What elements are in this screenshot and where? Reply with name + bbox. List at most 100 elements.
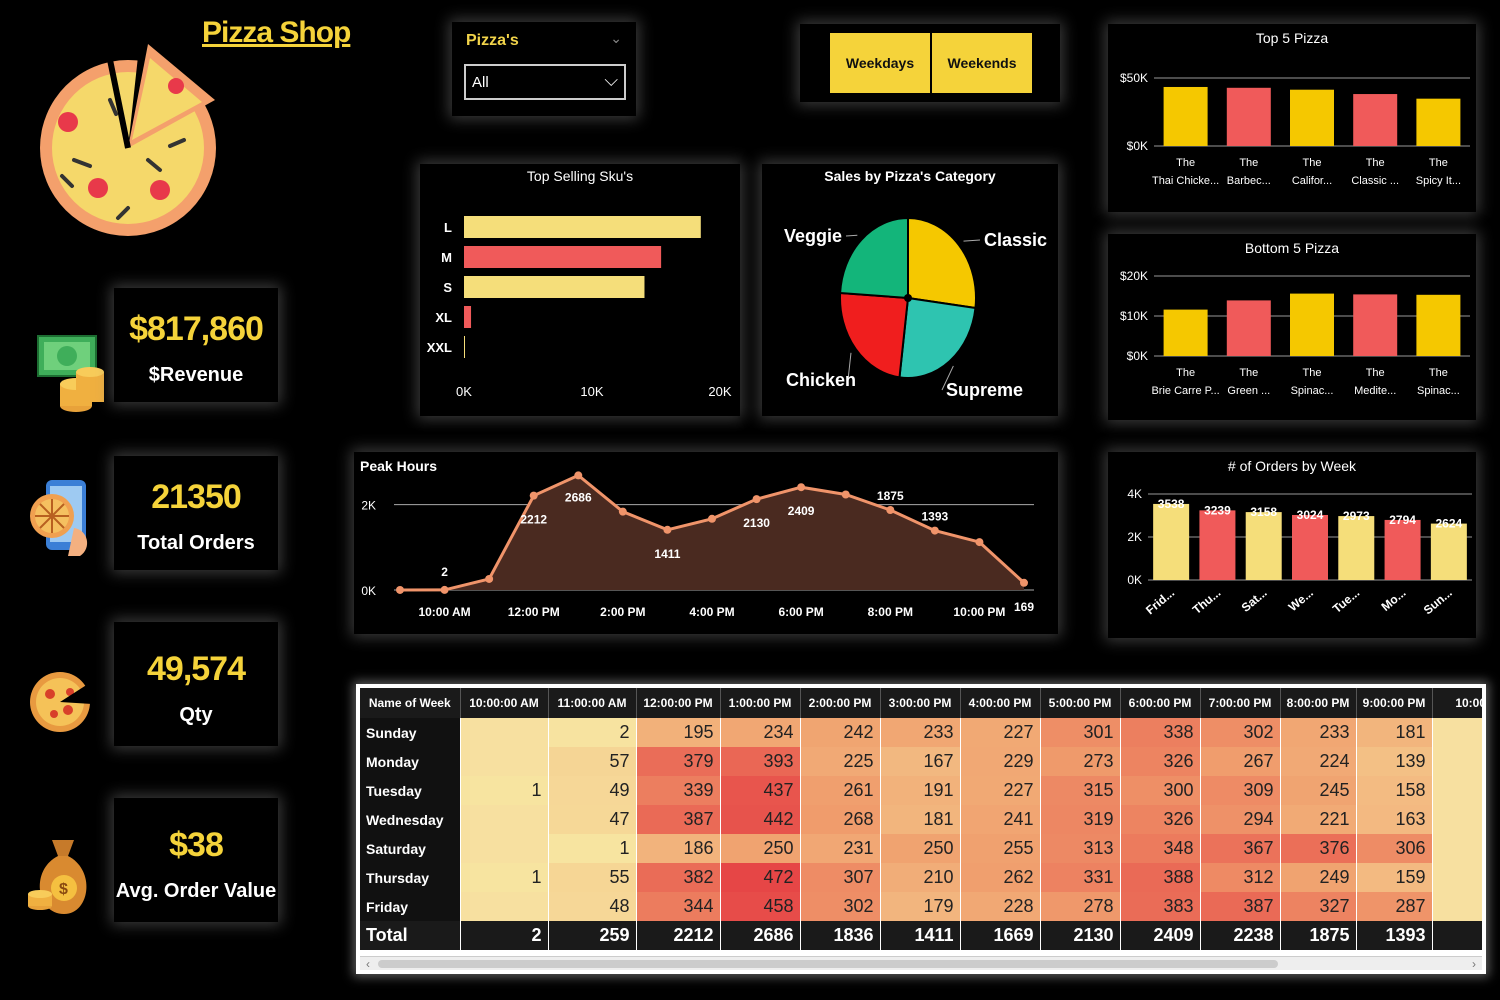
- heatmap-column-header[interactable]: 10:00:00 AM: [460, 688, 549, 718]
- heatmap-column-header[interactable]: 5:00:00 PM: [1040, 688, 1121, 718]
- bar: [1226, 87, 1271, 146]
- total-cell: [1432, 921, 1482, 950]
- heatmap-cell: 181: [1356, 718, 1433, 747]
- x-tick-label: The Thai Chicke...: [1152, 157, 1219, 187]
- bar: [1153, 503, 1190, 580]
- heatmap-cell: 300: [1120, 776, 1201, 805]
- heatmap-cell: 255: [960, 834, 1041, 863]
- peak-hours-panel: Peak Hours 0K 2K 2 2212 2686 1411 2130 2409 1875…: [354, 452, 1058, 634]
- y-tick-label: $0K: [1127, 139, 1148, 153]
- kpi-aov-card: $38 Avg. Order Value: [114, 798, 278, 922]
- heatmap-cell: [460, 718, 549, 747]
- heatmap-cell: 2: [548, 718, 637, 747]
- heatmap-cell: 167: [880, 747, 961, 776]
- bar: [1353, 294, 1398, 356]
- sku-bar: [464, 246, 662, 268]
- heatmap-cell: 139: [1356, 747, 1433, 776]
- orders-by-week-panel: # of Orders by Week 0K 2K 4K Frid... 3538 Thu…: [1108, 452, 1476, 638]
- heatmap-column-header[interactable]: 7:00:00 PM: [1200, 688, 1281, 718]
- bar: [1245, 512, 1282, 580]
- bar-data-label: 3024: [1297, 508, 1324, 522]
- chevron-up-icon[interactable]: ⌄: [610, 30, 622, 46]
- heatmap-column-header[interactable]: 1:00:00 PM: [720, 688, 801, 718]
- heatmap-cell: [1432, 834, 1482, 863]
- heatmap-cell: 233: [1280, 718, 1357, 747]
- heatmap-cell: 442: [720, 805, 801, 834]
- heatmap-cell: [1432, 747, 1482, 776]
- x-tick-label: Sun...: [1421, 586, 1455, 618]
- heatmap-column-header[interactable]: 9:00:00 PM: [1356, 688, 1433, 718]
- top-5-pizza-panel: Top 5 Pizza $0K $50K The Thai Chicke... The B…: [1108, 24, 1476, 212]
- heatmap-cell: 186: [636, 834, 721, 863]
- heatmap-column-header[interactable]: 3:00:00 PM: [880, 688, 961, 718]
- pie-slice: [839, 291, 910, 379]
- bar: [1430, 523, 1467, 580]
- heatmap-cell: 158: [1356, 776, 1433, 805]
- bar-data-label: 2624: [1436, 517, 1463, 531]
- heatmap-column-header[interactable]: 12:00:00 PM: [636, 688, 721, 718]
- table-row: Thursday 1 55 382 472 307 210 262 331 388 312 249 15…: [360, 863, 1482, 892]
- row-day-label: Sunday: [360, 718, 461, 747]
- heatmap-column-header[interactable]: 11:00:00 AM: [548, 688, 637, 718]
- kpi-revenue-label: $Revenue: [148, 364, 244, 386]
- scroll-left-arrow[interactable]: ‹: [366, 957, 370, 971]
- heatmap-cell: 191: [880, 776, 961, 805]
- x-tick-label: Sat...: [1239, 586, 1270, 615]
- day-type-panel: Weekdays Weekends: [800, 24, 1060, 102]
- peak-hours-title: Peak Hours: [360, 458, 438, 474]
- heatmap-cell: 367: [1200, 834, 1281, 863]
- pizza-dropdown[interactable]: All ⌵: [464, 64, 626, 100]
- y-tick-label: $10K: [1120, 309, 1148, 323]
- scroll-right-arrow[interactable]: ›: [1472, 957, 1476, 971]
- heatmap-column-header[interactable]: 10:00:0: [1432, 688, 1482, 718]
- hourly-heatmap-table: Name of Week 10:00:00 AM 11:00:00 AM 12:00:…: [360, 688, 1482, 950]
- category-pie-chart: Classic Supreme Chicken Veggie: [784, 216, 1047, 400]
- peak-x-tick: 2:00 PM: [600, 605, 645, 619]
- bar: [1226, 300, 1271, 356]
- heatmap-column-header[interactable]: 2:00:00 PM: [800, 688, 881, 718]
- app-title[interactable]: Pizza Shop: [202, 16, 351, 49]
- peak-x-tick: 10:00 AM: [418, 605, 470, 619]
- y-tick-label: 2K: [1127, 530, 1142, 544]
- weekends-button[interactable]: Weekends: [932, 33, 1032, 93]
- heatmap-cell: 49: [548, 776, 637, 805]
- heatmap-column-header[interactable]: 8:00:00 PM: [1280, 688, 1357, 718]
- peak-point: [618, 507, 627, 516]
- heatmap-cell: 227: [960, 776, 1041, 805]
- horizontal-scrollbar[interactable]: ‹ ›: [360, 956, 1482, 971]
- svg-text:$: $: [59, 881, 68, 898]
- heatmap-cell: 245: [1280, 776, 1357, 805]
- heatmap-cell: [460, 892, 549, 921]
- heatmap-cell: 179: [880, 892, 961, 921]
- peak-data-label: 2686: [565, 490, 592, 504]
- phone-pizza-order-icon: [22, 478, 94, 563]
- pie-leader-line: [963, 239, 981, 242]
- heatmap-cell: 344: [636, 892, 721, 921]
- heatmap-cell: 309: [1200, 776, 1281, 805]
- total-cell: 1875: [1280, 921, 1357, 950]
- scrollbar-thumb[interactable]: [378, 960, 1278, 968]
- heatmap-cell: 55: [548, 863, 637, 892]
- heatmap-cell: 1: [460, 863, 549, 892]
- heatmap-cell: 47: [548, 805, 637, 834]
- heatmap-column-header[interactable]: 6:00:00 PM: [1120, 688, 1201, 718]
- weekdays-button[interactable]: Weekdays: [830, 33, 930, 93]
- orders-week-chart: 0K 2K 4K Frid... 3538 Thu... 3239 Sat... 3158 We.…: [1127, 487, 1472, 618]
- heatmap-cell: 437: [720, 776, 801, 805]
- pie-label: Supreme: [946, 380, 1023, 400]
- peak-point: [708, 514, 716, 523]
- heatmap-cell: 262: [960, 863, 1041, 892]
- y-tick-label: $20K: [1120, 269, 1148, 283]
- kpi-aov-label: Avg. Order Value: [115, 880, 277, 902]
- heatmap-column-header[interactable]: 4:00:00 PM: [960, 688, 1041, 718]
- peak-point: [663, 525, 672, 534]
- x-tick-label: The Spinac...: [1291, 367, 1334, 397]
- heatmap-cell: 228: [960, 892, 1041, 921]
- bar: [1353, 94, 1398, 146]
- slicer-label: Pizza's: [466, 32, 519, 49]
- money-coins-icon: [36, 332, 106, 419]
- pie-slice: [907, 216, 977, 310]
- heatmap-column-header[interactable]: Name of Week: [360, 688, 461, 718]
- table-row: Monday 57 379 393 225 167 229 273 326 267 224 139: [360, 747, 1482, 776]
- heatmap-cell: 307: [800, 863, 881, 892]
